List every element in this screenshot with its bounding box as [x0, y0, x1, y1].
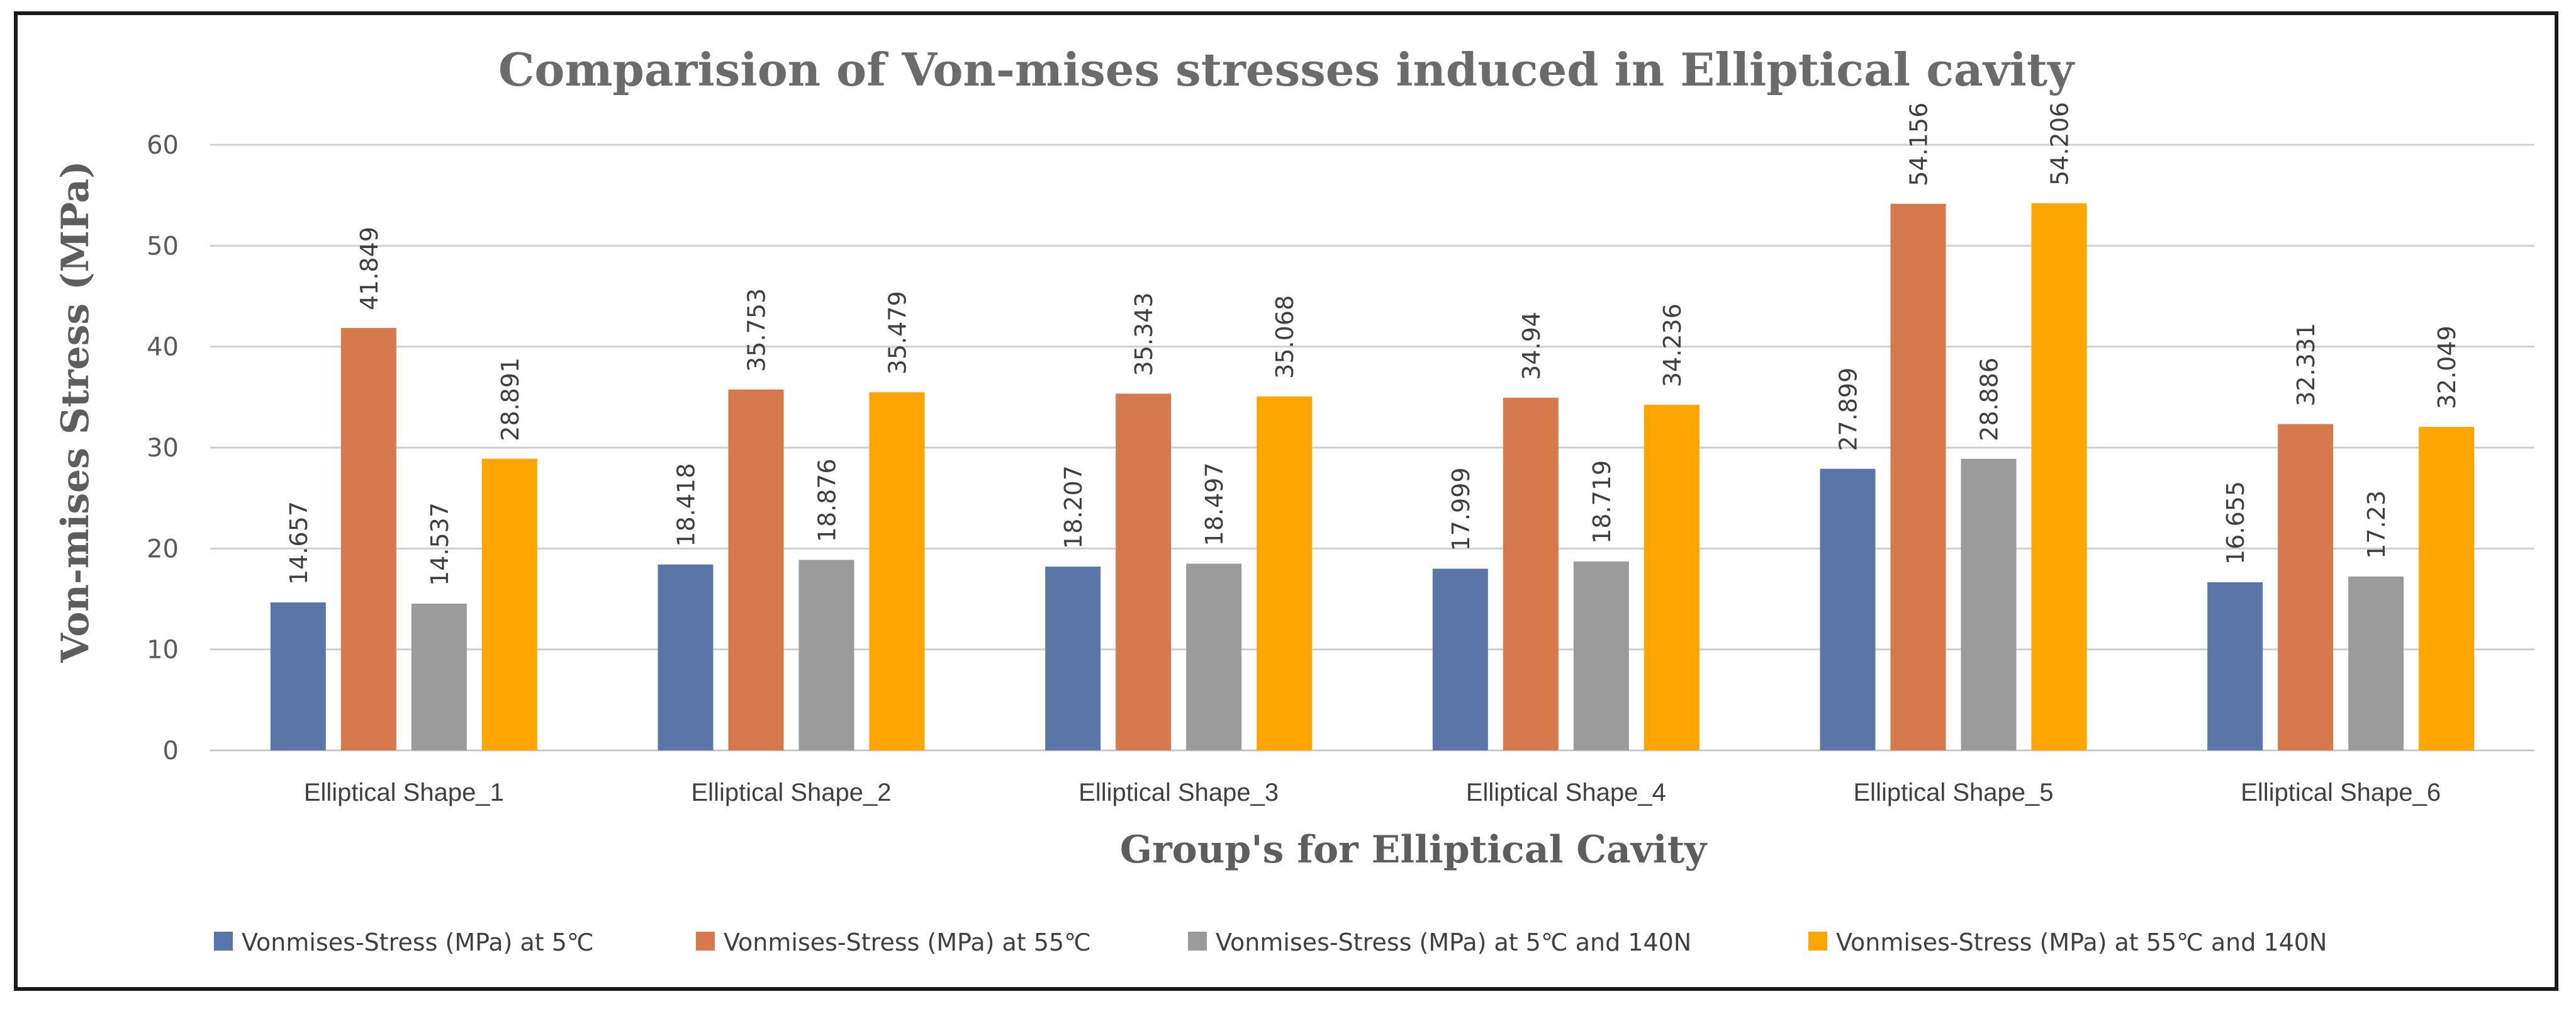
bars [270, 203, 2475, 751]
bar [2419, 427, 2475, 750]
y-tick-label: 10 [147, 636, 179, 665]
x-category-label: Elliptical Shape_6 [2241, 779, 2441, 806]
bar [2207, 582, 2263, 750]
data-label: 41.849 [356, 227, 383, 310]
x-category-label: Elliptical Shape_1 [304, 779, 504, 806]
legend-label: Vonmises-Stress (MPa) at 5℃ [242, 929, 594, 956]
data-label: 17.999 [1447, 467, 1475, 551]
bar [1890, 203, 1946, 750]
bar [1186, 563, 1242, 750]
data-label: 54.206 [2046, 102, 2074, 186]
bar [340, 328, 396, 750]
data-label: 18.497 [1201, 462, 1228, 546]
bar [411, 603, 467, 750]
legend-swatch [1188, 932, 1207, 951]
legend-label: Vonmises-Stress (MPa) at 55℃ and 140N [1836, 929, 2327, 956]
bar [1820, 468, 1876, 750]
bar [1116, 393, 1172, 750]
data-labels: 14.657 41.849 14.537 28.891 18.418 35.753 18.8… [285, 102, 2461, 586]
bar [1503, 397, 1559, 750]
bar [2031, 203, 2087, 751]
bar [658, 564, 714, 750]
x-category-label: Elliptical Shape_3 [1078, 779, 1279, 806]
data-label: 34.236 [1659, 303, 1686, 387]
data-label: 18.207 [1060, 465, 1087, 549]
bar-chart: Comparision of Von-mises stresses induce… [53, 43, 2534, 956]
data-label: 34.94 [1518, 312, 1545, 380]
y-axis-title: Von-mises Stress (MPa) [53, 161, 98, 663]
bar [270, 602, 326, 750]
y-tick-label: 50 [147, 232, 179, 261]
x-axis-categories: Elliptical Shape_1 Elliptical Shape_2 Elli… [304, 779, 2441, 806]
data-label: 18.719 [1588, 460, 1616, 544]
data-label: 18.418 [673, 463, 700, 547]
chart-title: Comparision of Von-mises stresses induce… [498, 43, 2075, 96]
legend-swatch [214, 932, 233, 951]
legend: Vonmises-Stress (MPa) at 5℃ Vonmises-Stre… [214, 929, 2327, 956]
x-axis-title: Group's for Elliptical Cavity [1120, 828, 1708, 872]
x-category-label: Elliptical Shape_2 [692, 779, 892, 806]
data-label: 35.479 [884, 291, 912, 375]
bar [1644, 405, 1700, 750]
gridlines [210, 144, 2534, 752]
y-tick-label: 20 [147, 534, 179, 563]
data-label: 18.876 [814, 458, 841, 542]
chart-frame: Comparision of Von-mises stresses induce… [14, 11, 2558, 991]
bar [728, 389, 784, 750]
data-label: 32.049 [2433, 325, 2461, 409]
bar [1573, 561, 1629, 750]
bar [869, 392, 925, 750]
bar [1961, 458, 2017, 750]
bar [1257, 396, 1313, 750]
bar [798, 560, 854, 750]
data-label: 27.899 [1835, 368, 1862, 451]
legend-swatch [696, 932, 715, 951]
data-label: 16.655 [2222, 481, 2249, 565]
legend-swatch [1808, 932, 1827, 951]
x-category-label: Elliptical Shape_5 [1854, 779, 2054, 806]
y-tick-label: 40 [147, 333, 179, 362]
bar [1432, 568, 1488, 750]
data-label: 32.331 [2292, 323, 2320, 407]
data-label: 28.891 [496, 358, 524, 441]
data-label: 35.068 [1271, 295, 1299, 379]
data-label: 17.23 [2363, 490, 2390, 559]
data-label: 14.657 [285, 501, 313, 585]
y-axis-ticks: 0 10 20 30 40 50 60 [147, 131, 179, 765]
bar [481, 458, 537, 750]
bar [2348, 576, 2404, 750]
data-label: 35.343 [1130, 292, 1158, 376]
y-tick-label: 30 [147, 434, 179, 463]
legend-label: Vonmises-Stress (MPa) at 55℃ [724, 929, 1091, 956]
data-label: 35.753 [743, 288, 771, 372]
y-tick-label: 0 [163, 737, 179, 765]
data-label: 14.537 [426, 502, 454, 586]
data-label: 54.156 [1905, 103, 1933, 186]
y-tick-label: 60 [147, 131, 179, 160]
x-category-label: Elliptical Shape_4 [1466, 779, 1666, 806]
data-label: 28.886 [1976, 358, 2003, 441]
legend-label: Vonmises-Stress (MPa) at 5℃ and 140N [1216, 929, 1691, 956]
bar [2278, 424, 2334, 750]
bar [1045, 567, 1101, 750]
